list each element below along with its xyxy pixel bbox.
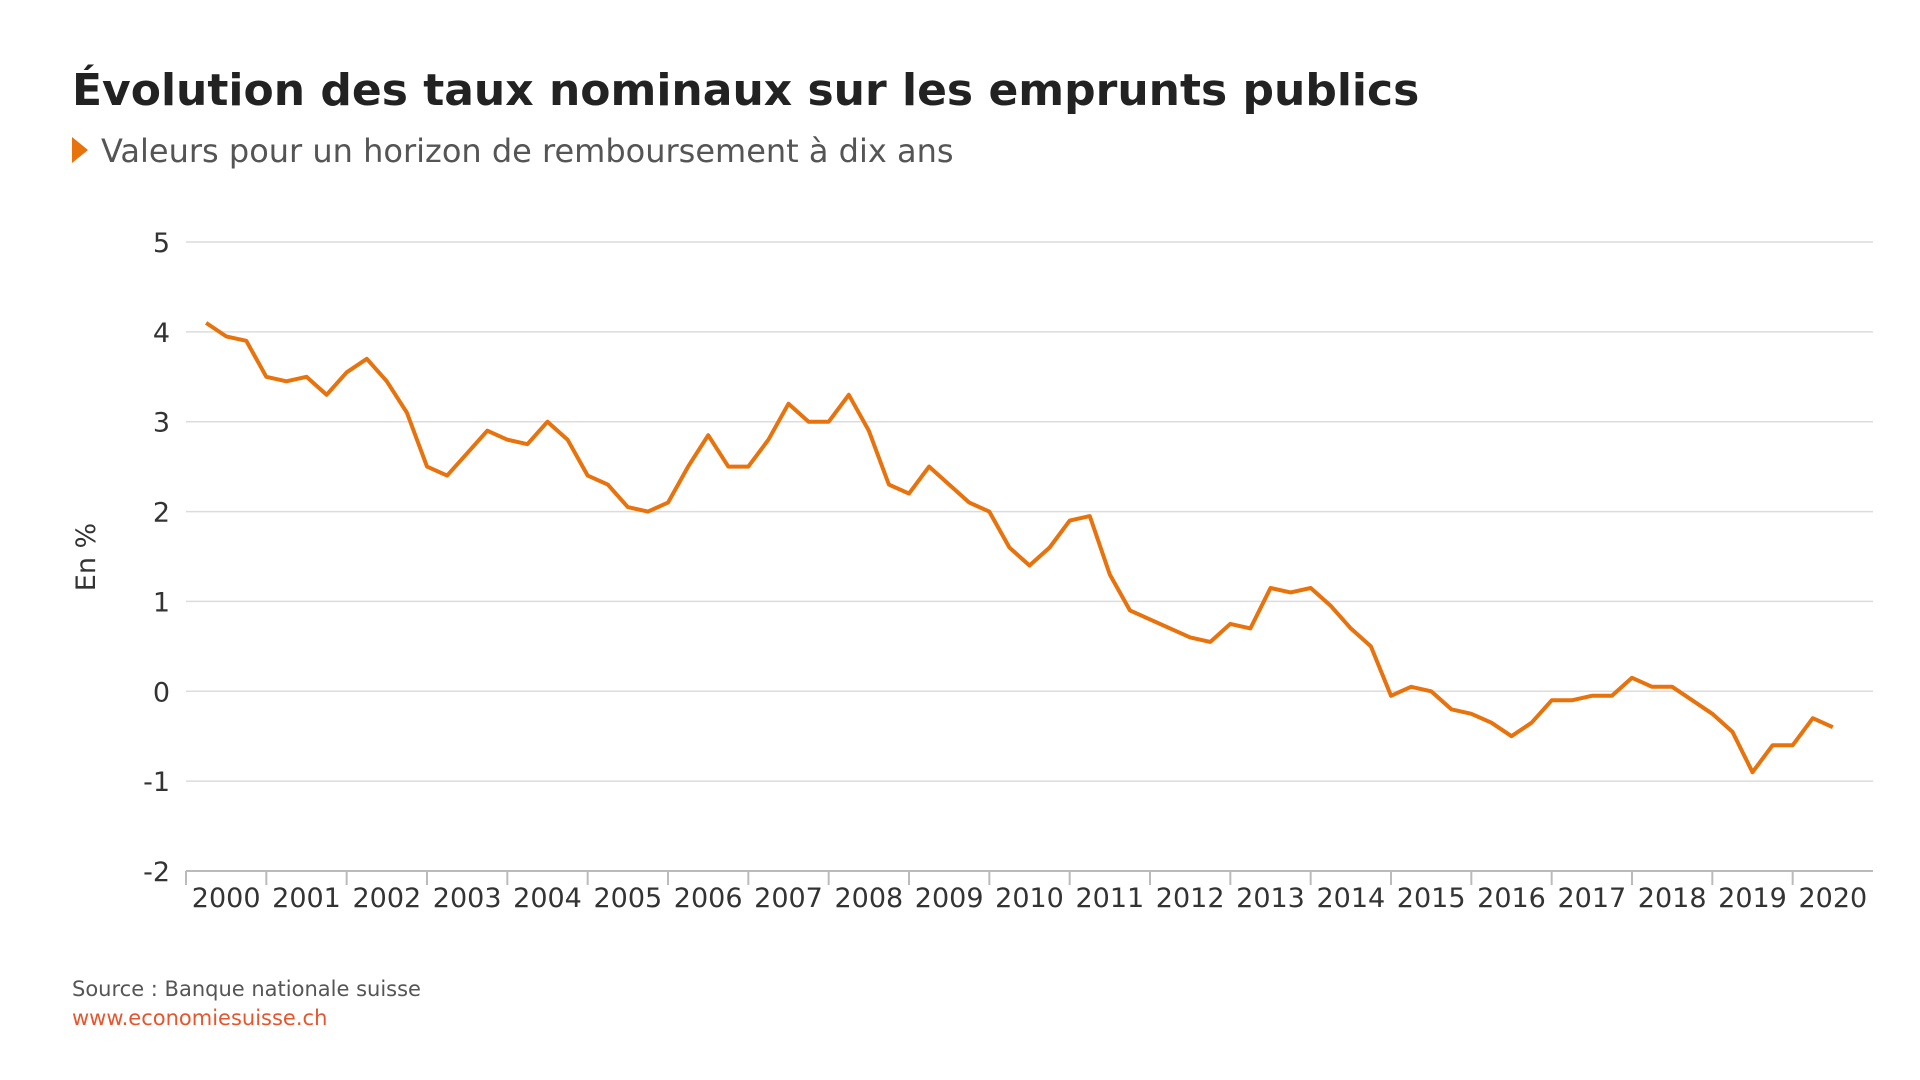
x-tick-label: 2010 bbox=[995, 883, 1064, 914]
x-tick-label: 2003 bbox=[433, 883, 502, 914]
y-tick-label: 3 bbox=[153, 408, 170, 439]
y-tick-label: 2 bbox=[153, 498, 170, 529]
bullet-icon bbox=[72, 137, 88, 163]
chart-title: Évolution des taux nominaux sur les empr… bbox=[72, 63, 1419, 116]
y-tick-label: 4 bbox=[153, 318, 170, 349]
x-tick-label: 2007 bbox=[754, 883, 823, 914]
x-tick-label: 2016 bbox=[1477, 883, 1546, 914]
x-tick-label: 2004 bbox=[513, 883, 582, 914]
y-tick-label: 5 bbox=[153, 228, 170, 259]
x-tick-label: 2012 bbox=[1156, 883, 1225, 914]
x-tick-label: 2018 bbox=[1638, 883, 1707, 914]
y-tick-label: 0 bbox=[153, 677, 170, 708]
website: www.economiesuisse.ch bbox=[72, 1006, 327, 1030]
x-tick-label: 2005 bbox=[593, 883, 662, 914]
y-tick-label: 1 bbox=[153, 587, 170, 618]
y-tick-label: -2 bbox=[143, 857, 170, 888]
x-tick-label: 2001 bbox=[272, 883, 341, 914]
x-tick-label: 2017 bbox=[1557, 883, 1626, 914]
chart-subtitle: Valeurs pour un horizon de remboursement… bbox=[101, 132, 954, 170]
x-tick-label: 2014 bbox=[1316, 883, 1385, 914]
y-tick-label: -1 bbox=[143, 767, 170, 798]
line-series bbox=[204, 321, 1834, 775]
x-tick-label: 2006 bbox=[674, 883, 743, 914]
x-tick-label: 2011 bbox=[1075, 883, 1144, 914]
x-tick-label: 2013 bbox=[1236, 883, 1305, 914]
x-tick-label: 2015 bbox=[1397, 883, 1466, 914]
x-tick-label: 2002 bbox=[352, 883, 421, 914]
x-tick-label: 2009 bbox=[915, 883, 984, 914]
source: Source : Banque nationale suisse bbox=[72, 977, 421, 1001]
x-tick-label: 2000 bbox=[192, 883, 261, 914]
x-tick-label: 2019 bbox=[1718, 883, 1787, 914]
x-tick-label: 2008 bbox=[834, 883, 903, 914]
x-tick-label: 2020 bbox=[1798, 883, 1867, 914]
y-axis-label: En % bbox=[71, 523, 102, 591]
